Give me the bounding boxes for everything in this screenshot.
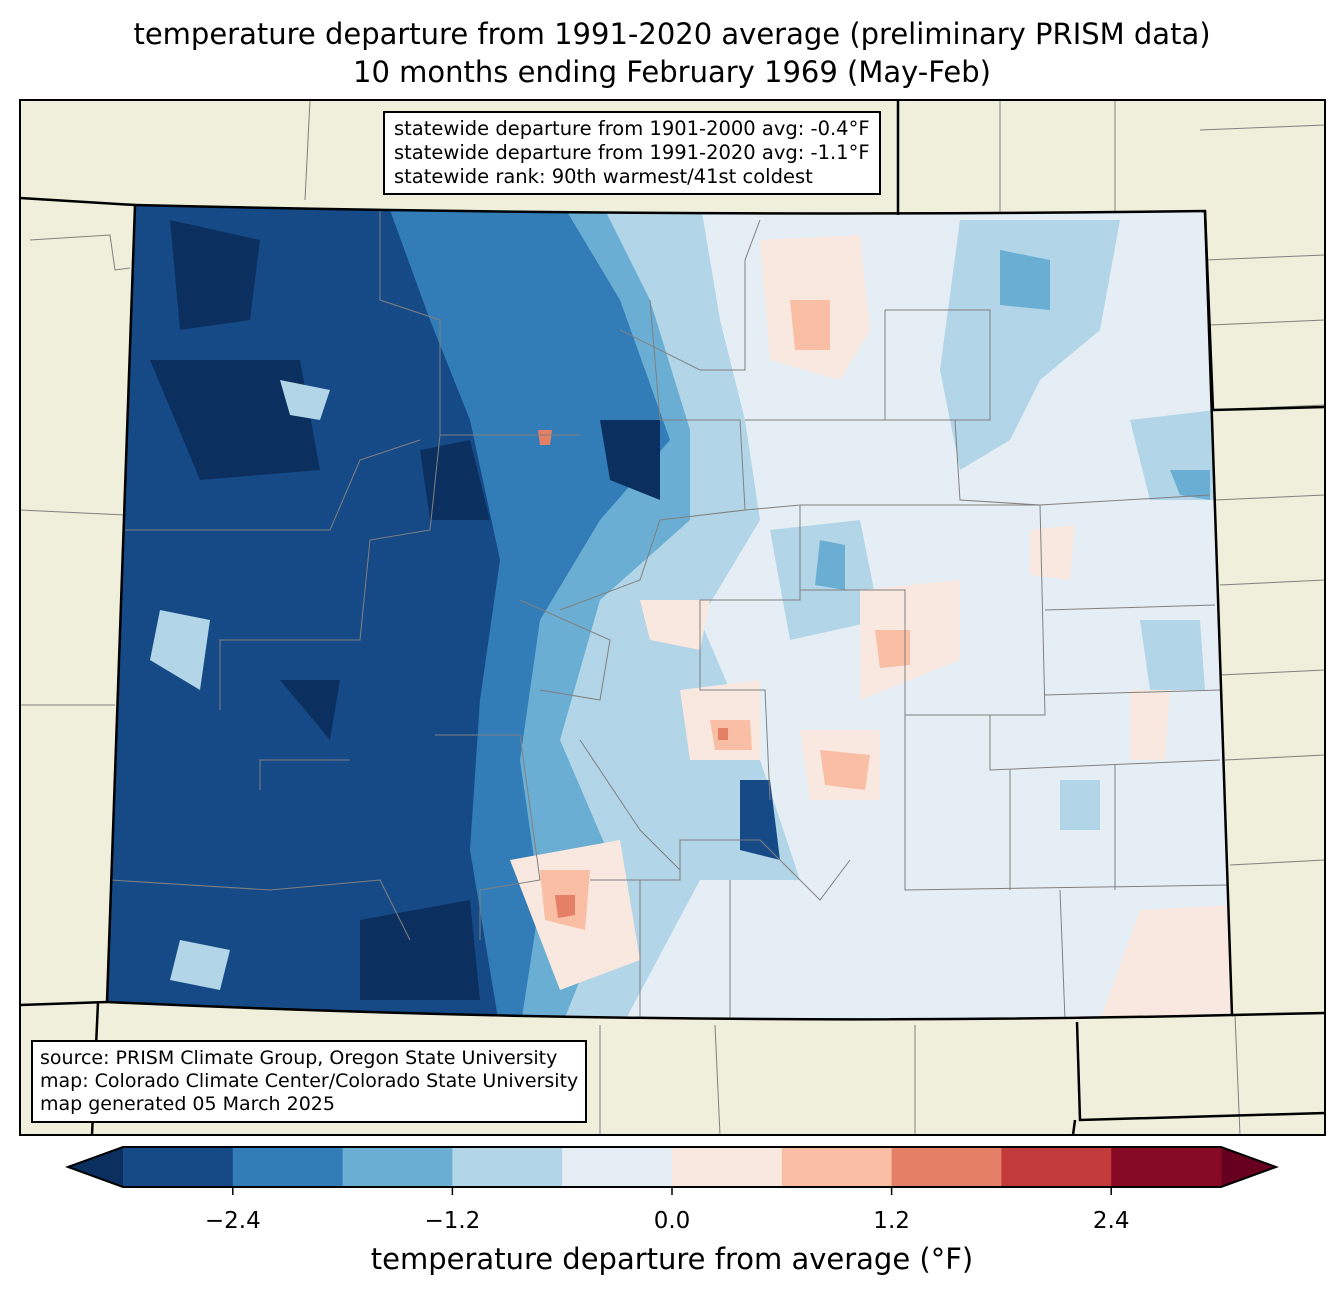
map-subtitle: 10 months ending February 1969 (May-Feb): [353, 55, 991, 89]
colorbar-tick-label: 2.4: [1092, 1208, 1130, 1234]
colorbar-label: temperature departure from average (°F): [370, 1242, 974, 1276]
county-lines: [109, 210, 1231, 1020]
colorbar-extend-high: [1221, 1147, 1276, 1187]
temperature-departure-field: [107, 205, 1232, 1020]
colorbar-segment: [1111, 1147, 1222, 1187]
colorbar-outline: [65, 1146, 1279, 1188]
stat-rank: statewide rank: 90th warmest/41st coldes…: [394, 165, 813, 188]
colorbar-segment: [1001, 1147, 1112, 1187]
map-frame: [19, 99, 1326, 1136]
colorbar-segment: [342, 1147, 453, 1187]
statewide-stats-box: statewide departure from 1901-2000 avg: …: [383, 111, 881, 195]
colorbar-segment: [452, 1147, 563, 1187]
neighbor-state-counties: [20, 100, 1325, 1135]
colorbar-tick-label: 0.0: [653, 1208, 691, 1234]
colorbar-segment: [562, 1147, 673, 1187]
colorbar: [65, 1146, 1279, 1195]
colorbar-segment: [123, 1147, 234, 1187]
colorbar-tick-label: −1.2: [424, 1208, 481, 1234]
state-borders: [19, 100, 1326, 1136]
stat-departure-1991-2020: statewide departure from 1991-2020 avg: …: [394, 141, 870, 164]
stat-departure-1901-2000: statewide departure from 1901-2000 avg: …: [394, 117, 870, 140]
colorbar-tick-label: −2.4: [204, 1208, 261, 1234]
colorbar-segment: [781, 1147, 893, 1187]
colorbar-segment: [232, 1147, 344, 1187]
colorbar-segment: [672, 1147, 783, 1187]
source-line: source: PRISM Climate Group, Oregon Stat…: [40, 1047, 558, 1069]
colorbar-tick-label: 1.2: [873, 1208, 910, 1234]
map-credit-line: map: Colorado Climate Center/Colorado St…: [40, 1070, 579, 1092]
generated-date-line: map generated 05 March 2025: [40, 1093, 335, 1115]
colorbar-segment: [891, 1147, 1002, 1187]
source-box: source: PRISM Climate Group, Oregon Stat…: [31, 1040, 588, 1123]
map-title: temperature departure from 1991-2020 ave…: [133, 17, 1211, 51]
colorbar-extend-low: [68, 1147, 123, 1187]
